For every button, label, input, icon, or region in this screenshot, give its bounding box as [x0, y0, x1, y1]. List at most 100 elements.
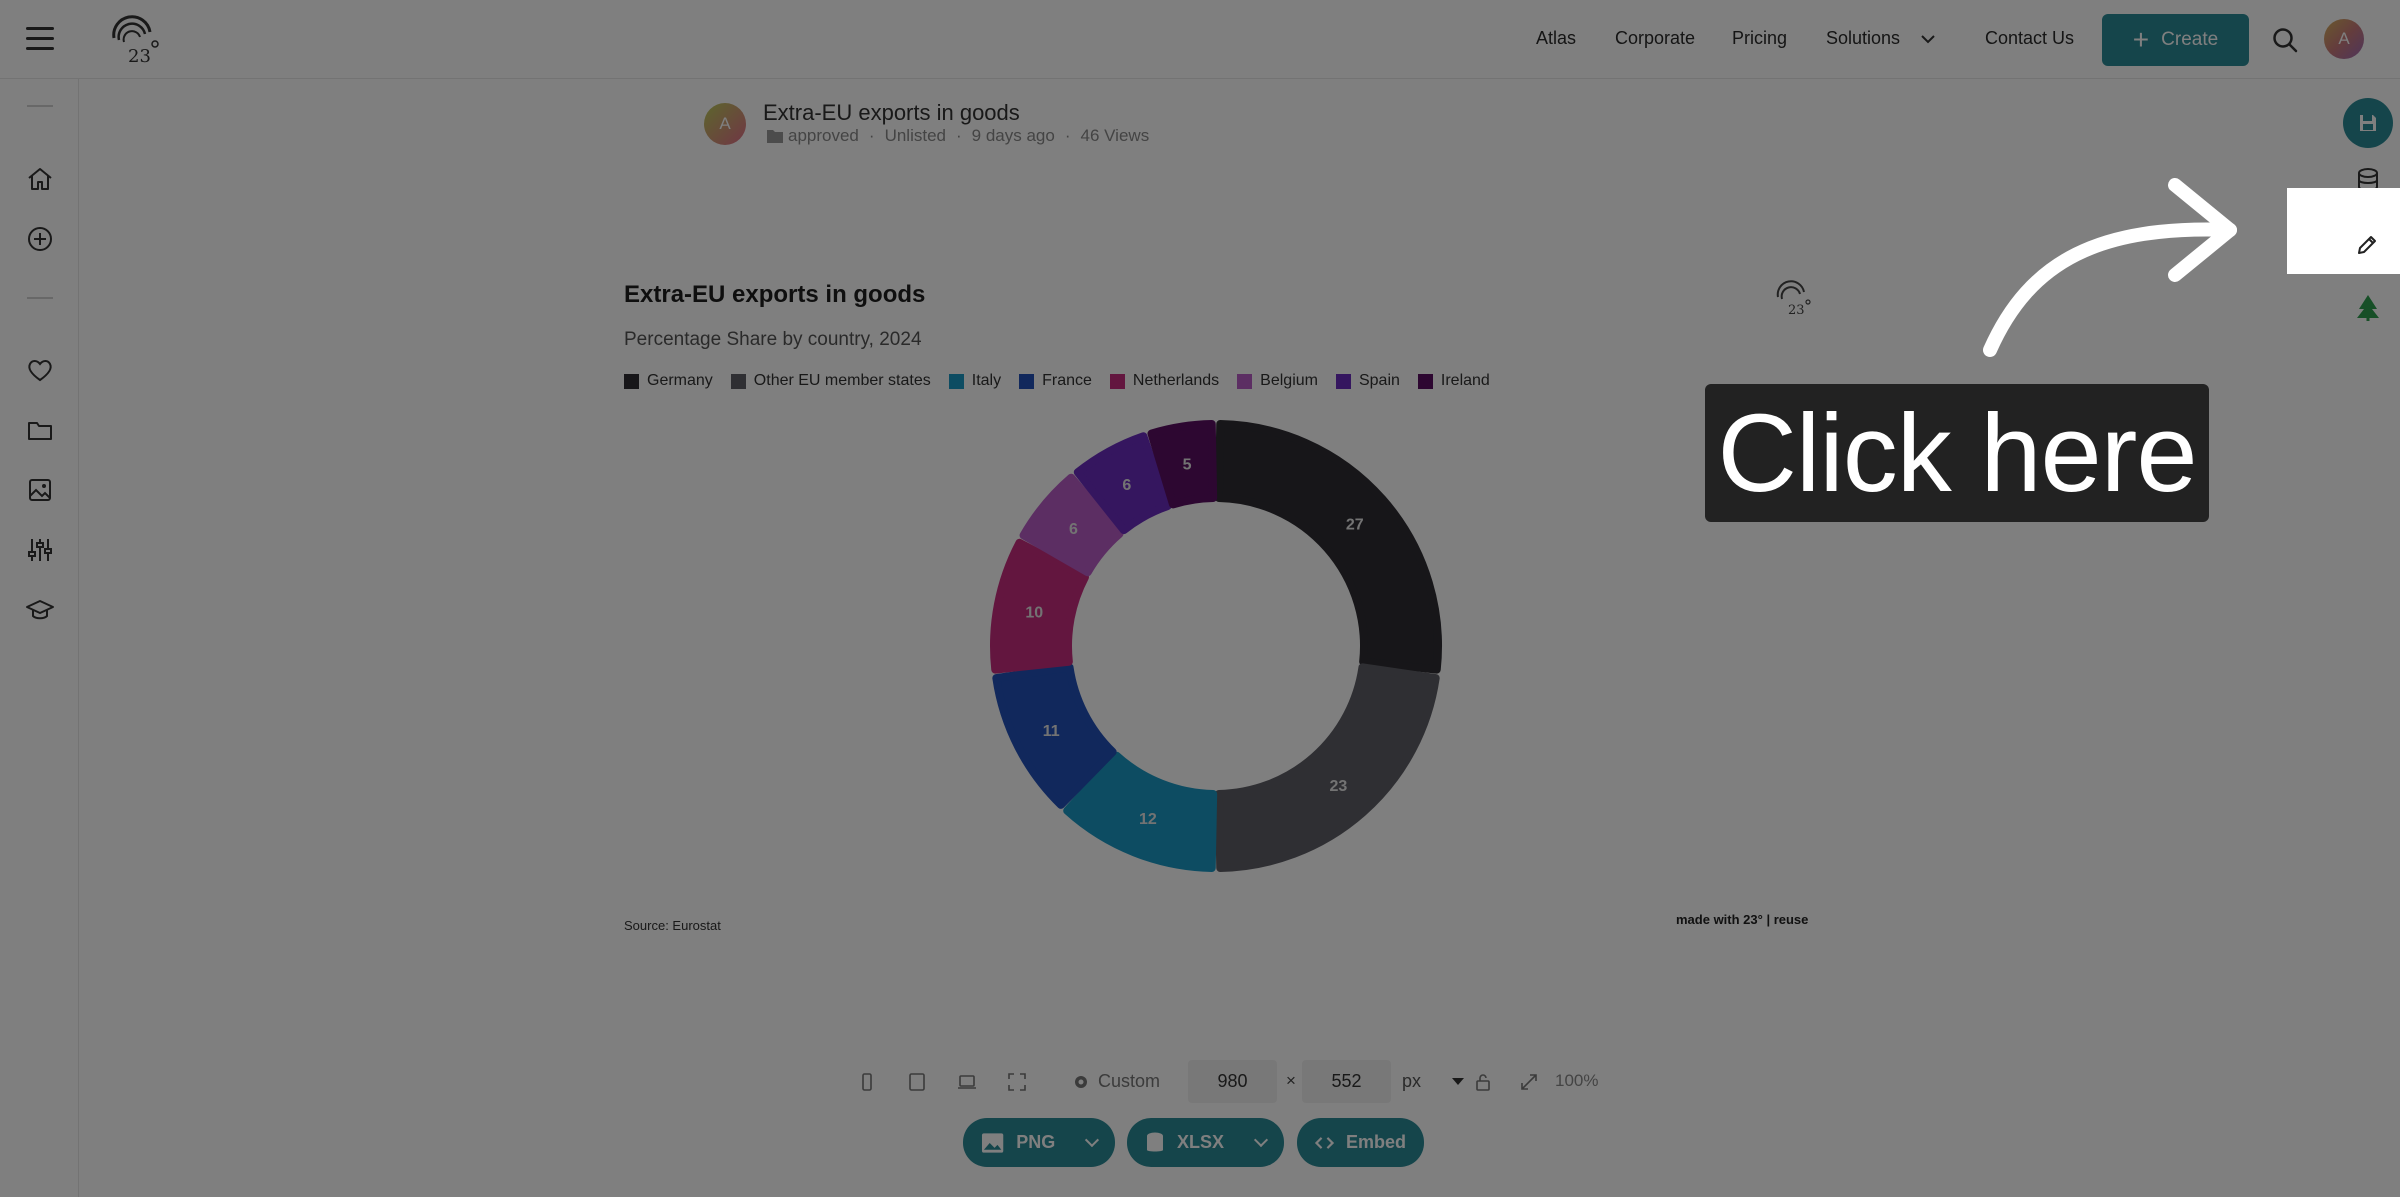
heart-icon[interactable]: [24, 354, 56, 386]
donut-slice[interactable]: [1214, 420, 1442, 674]
left-sidebar: [0, 79, 79, 1197]
home-icon[interactable]: [24, 163, 56, 195]
legend-item[interactable]: Spain: [1335, 372, 1400, 390]
caret-down-icon[interactable]: [1452, 1078, 1464, 1085]
nav-link-solutions[interactable]: Solutions: [1826, 28, 1901, 48]
chart-source: Source: Eurostat: [624, 918, 721, 933]
xlsx-download-button[interactable]: XLSX: [1127, 1118, 1284, 1167]
chart-meta: approved · Unlisted · 9 days ago · 46 Vi…: [766, 126, 1149, 146]
legend-label: Other EU member states: [753, 372, 931, 389]
resize-icon[interactable]: [1518, 1071, 1540, 1093]
nav-link-corporate[interactable]: Corporate: [1615, 28, 1696, 48]
legend-label: Ireland: [1440, 372, 1490, 389]
tree-icon[interactable]: [2352, 291, 2384, 323]
image-icon: [981, 1132, 1004, 1153]
image-icon[interactable]: [24, 474, 56, 506]
top-navigation-bar: 23 Atlas Corporate Pricing Solutions Con…: [0, 0, 2400, 79]
graduation-cap-icon[interactable]: [24, 594, 56, 626]
chevron-down-icon[interactable]: [1920, 33, 1936, 45]
legend-item[interactable]: Belgium: [1237, 372, 1318, 390]
legend-label: Spain: [1358, 372, 1400, 389]
nav-link-atlas[interactable]: Atlas: [1536, 28, 1577, 48]
legend-item[interactable]: France: [1019, 372, 1092, 390]
add-circle-icon[interactable]: [24, 223, 56, 255]
embed-button[interactable]: Embed: [1297, 1118, 1424, 1167]
create-button[interactable]: + Create: [2102, 14, 2249, 66]
made-with-link[interactable]: made with 23° | reuse: [1676, 912, 1809, 927]
donut-slice[interactable]: [1214, 663, 1440, 872]
legend-swatch: [1335, 373, 1351, 389]
legend-item[interactable]: Ireland: [1417, 372, 1490, 390]
legend-item[interactable]: Other EU member states: [730, 372, 931, 390]
save-icon: [2360, 115, 2376, 131]
click-here-callout: Click here: [1705, 384, 2209, 522]
slice-value-label: 10: [1025, 604, 1043, 621]
age-label: 9 days ago: [971, 126, 1055, 145]
legend-swatch: [1237, 373, 1253, 389]
sliders-icon[interactable]: [24, 534, 56, 566]
legend-label: Germany: [647, 372, 713, 389]
height-input[interactable]: 552: [1302, 1060, 1391, 1103]
meta-separator: ·: [955, 126, 962, 145]
legend-item[interactable]: Italy: [948, 372, 1002, 390]
width-input[interactable]: 980: [1188, 1060, 1277, 1103]
search-icon[interactable]: [2271, 26, 2299, 54]
sidebar-divider: [27, 105, 53, 107]
visibility-label: Unlisted: [884, 126, 946, 145]
create-button-label: Create: [2161, 29, 2219, 50]
size-preset[interactable]: Custom: [1072, 1071, 1160, 1092]
gear-icon: [1075, 1075, 1087, 1088]
code-icon: [1315, 1136, 1334, 1149]
slice-value-label: 11: [1043, 723, 1060, 740]
status-label[interactable]: approved: [788, 126, 859, 145]
meta-separator: ·: [1064, 126, 1071, 145]
chart-header-title: Extra-EU exports in goods: [763, 100, 1020, 125]
logo-icon: 23: [1776, 280, 1811, 317]
chevron-down-icon[interactable]: [1085, 1132, 1100, 1147]
legend-swatch: [624, 373, 639, 389]
menu-icon[interactable]: [26, 27, 54, 51]
slice-value-label: 23: [1329, 778, 1347, 795]
nav-link-contact[interactable]: Contact Us: [1985, 28, 2075, 48]
folder-icon[interactable]: [24, 414, 56, 446]
slice-value-label: 27: [1346, 517, 1364, 534]
chart-legend: Germany Other EU member states Italy France…: [624, 372, 1490, 390]
logo-icon[interactable]: 23: [106, 14, 162, 66]
legend-label: Italy: [971, 372, 1002, 389]
user-avatar[interactable]: A: [2324, 19, 2364, 59]
lock-icon[interactable]: [1473, 1072, 1493, 1092]
edit-button[interactable]: [2350, 228, 2384, 262]
phone-icon[interactable]: [855, 1070, 879, 1094]
spotlight-highlight: [2287, 188, 2400, 274]
folder-icon: [767, 130, 783, 143]
slice-value-label: 6: [1122, 477, 1131, 494]
database-icon: [1146, 1132, 1163, 1151]
chart-title: Extra-EU exports in goods: [624, 281, 926, 308]
slice-value-label: 5: [1183, 456, 1192, 473]
legend-swatch: [1109, 373, 1125, 389]
fullscreen-icon[interactable]: [1005, 1070, 1029, 1094]
pointer-arrow-icon: [1983, 178, 2237, 357]
laptop-icon[interactable]: [955, 1070, 979, 1094]
svg-text:23: 23: [1788, 303, 1805, 317]
embed-label: Embed: [1345, 1132, 1406, 1152]
plus-icon: +: [2132, 24, 2150, 55]
png-download-button[interactable]: PNG: [963, 1118, 1115, 1167]
legend-swatch: [1019, 373, 1035, 389]
legend-item[interactable]: Germany: [624, 372, 713, 390]
slice-value-label: 12: [1139, 811, 1157, 828]
times-sign: ×: [1286, 1071, 1296, 1090]
legend-swatch: [730, 373, 746, 389]
author-avatar[interactable]: A: [704, 103, 746, 145]
unit-select[interactable]: px: [1402, 1071, 1422, 1091]
chevron-down-icon[interactable]: [1253, 1132, 1269, 1147]
save-button[interactable]: [2343, 98, 2393, 148]
legend-swatch: [1417, 373, 1433, 389]
nav-link-pricing[interactable]: Pricing: [1732, 28, 1788, 48]
meta-separator: ·: [868, 126, 875, 145]
legend-label: France: [1042, 372, 1092, 389]
legend-item[interactable]: Netherlands: [1109, 372, 1219, 390]
donut-chart: 27 23 12 11 10 6 6 5: [990, 420, 1442, 872]
png-label: PNG: [1016, 1132, 1056, 1152]
tablet-icon[interactable]: [905, 1070, 929, 1094]
